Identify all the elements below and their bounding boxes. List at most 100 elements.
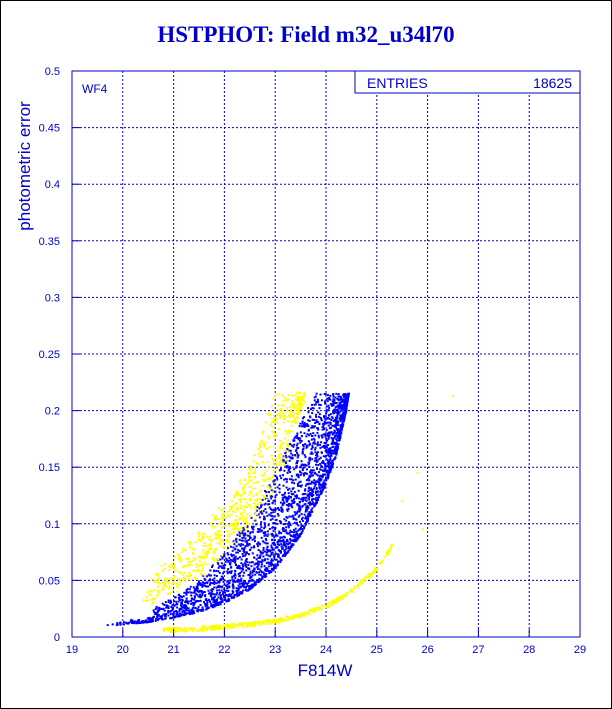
data-point [272,508,275,511]
data-point [315,487,318,490]
x-tick-label: 29 [574,644,586,656]
data-point [303,496,306,499]
data-point [259,511,262,514]
data-point [299,401,302,404]
data-point [296,456,299,459]
stats-entries-label: ENTRIES [367,75,428,91]
data-point [305,444,308,447]
data-point [263,497,266,500]
data-point [332,393,335,396]
data-point [186,587,189,590]
data-point [301,516,304,519]
data-point [298,410,301,413]
data-point [213,518,216,521]
data-point [263,541,266,544]
data-point [164,577,167,580]
data-point [258,571,261,574]
data-point [272,469,275,472]
data-point [167,626,170,629]
data-point [340,409,343,412]
data-point [297,412,300,415]
data-point [193,591,196,594]
data-point [234,574,237,577]
data-point [240,498,243,501]
data-point [252,494,255,497]
data-point [167,601,170,604]
data-point [327,404,330,407]
data-point [343,410,346,413]
data-point [297,475,300,478]
data-point [233,494,236,497]
data-point [233,593,236,596]
data-point [140,621,143,624]
data-point [220,526,223,529]
data-point [271,549,274,552]
data-point [259,573,262,576]
data-point [292,487,295,490]
data-point [229,561,232,564]
data-point [258,560,261,563]
data-point [294,513,297,516]
data-point [315,498,318,501]
data-point [167,607,170,610]
data-point [341,415,344,418]
data-point [178,609,181,612]
data-point [300,526,303,529]
data-point [325,441,328,444]
data-point [338,411,341,414]
data-point [271,425,274,428]
data-point [226,538,229,541]
data-point [339,415,342,418]
data-point [313,459,316,462]
data-point [329,457,332,460]
data-point [281,458,284,461]
data-point [285,552,288,555]
data-point [170,564,173,567]
data-point [271,495,274,498]
data-point [191,610,194,613]
data-point [199,590,202,593]
data-point [288,394,291,397]
data-point [274,496,277,499]
data-point [307,477,310,480]
data-point [298,506,301,509]
data-point [316,459,319,462]
data-point [285,499,288,502]
data-point [309,442,312,445]
data-point [276,392,279,395]
data-point [225,627,228,630]
data-point [337,420,340,423]
data-point [296,534,299,537]
data-point [207,592,210,595]
data-point [322,444,325,447]
data-point [271,397,274,400]
data-point [246,522,249,525]
data-point [365,575,368,578]
data-point [193,595,196,598]
data-point [332,398,335,401]
data-point [206,628,209,631]
data-point [283,469,286,472]
data-point [168,569,171,572]
data-point [284,462,287,465]
data-point [304,484,307,487]
data-point [310,503,313,506]
data-point [375,568,378,571]
data-point [170,577,173,580]
data-point [145,599,148,602]
data-point [193,602,196,605]
data-point [241,553,244,556]
data-point [332,449,335,452]
data-point [273,558,276,561]
data-point [316,427,319,430]
data-point [306,494,309,497]
data-point [283,552,286,555]
data-point [282,538,285,541]
data-point [325,449,328,452]
data-point [163,603,166,606]
data-point [227,559,230,562]
data-point [363,578,366,581]
data-point [206,563,209,566]
data-point [282,461,285,464]
data-point [302,499,305,502]
